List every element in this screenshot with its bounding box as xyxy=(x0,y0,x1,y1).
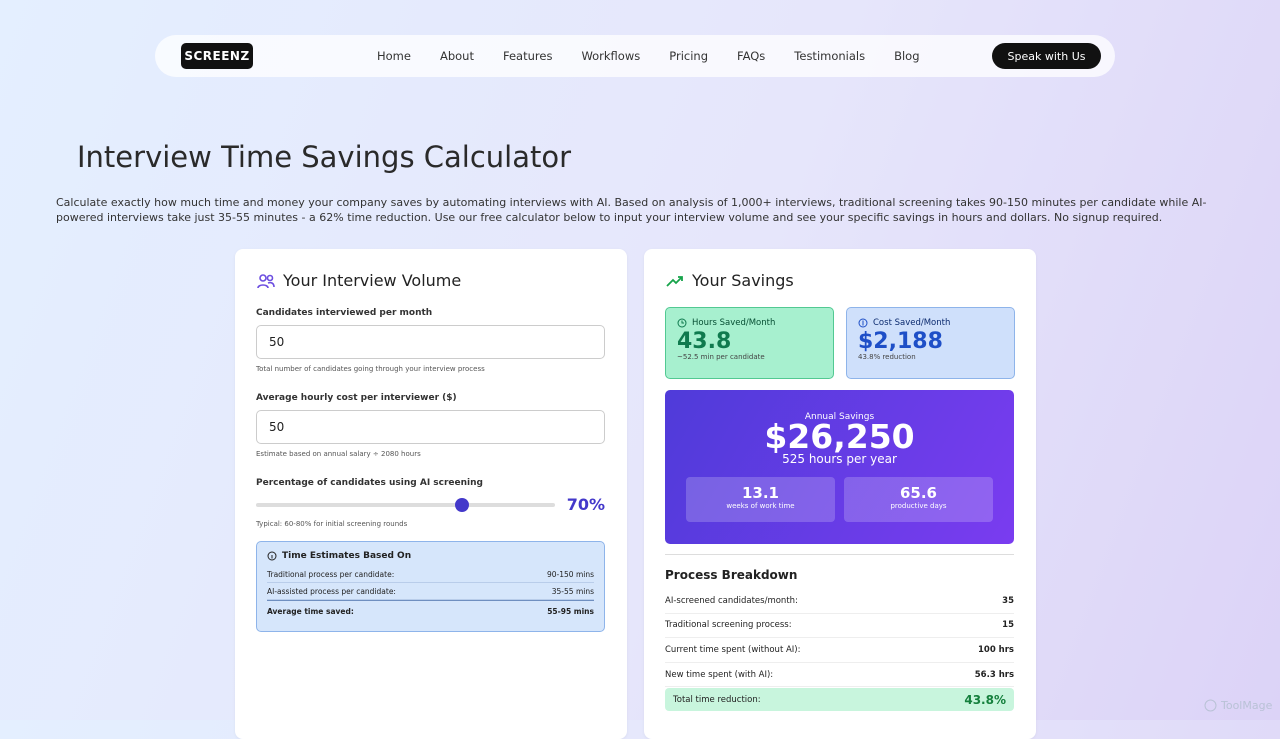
users-icon xyxy=(257,273,275,288)
estimate-row: Average time saved: 55-95 mins xyxy=(267,600,594,619)
row-value: 35-55 mins xyxy=(551,587,594,596)
clock-icon xyxy=(677,318,687,328)
stat-note: 43.8% reduction xyxy=(858,353,916,361)
volume-card: Your Interview Volume Candidates intervi… xyxy=(235,249,627,739)
nav-link[interactable]: Testimonials xyxy=(794,49,866,63)
label-text: Cost Saved/Month xyxy=(873,318,951,328)
breakdown-rows: AI-screened candidates/month: 35 Tradition… xyxy=(665,589,1014,688)
nav-link[interactable]: Pricing xyxy=(669,49,709,63)
stat-tile: 65.6 productive days xyxy=(844,477,993,522)
cost-box: Cost Saved/Month $2,188 43.8% reduction xyxy=(846,307,1015,379)
navbar: SCREENZ Home About Features Workflows Pricin… xyxy=(155,35,1115,77)
label-text: Hours Saved/Month xyxy=(692,318,776,328)
tile-value: 65.6 xyxy=(899,484,937,502)
input[interactable]: 50 xyxy=(256,410,605,444)
stat-label: Hours Saved/Month xyxy=(677,318,822,328)
breakdown-row: AI-screened candidates/month: 35 xyxy=(665,589,1014,614)
row-label: AI-assisted process per candidate: xyxy=(267,587,396,596)
annual-box: Annual Savings $26,250 525 hours per yea… xyxy=(665,390,1014,544)
nav-link[interactable]: Home xyxy=(377,49,411,63)
slider-value: 70% xyxy=(566,495,605,514)
row-value: 90-150 mins xyxy=(547,570,594,579)
hours-box: Hours Saved/Month 43.8 ~52.5 min per can… xyxy=(665,307,834,379)
estimates-title: Time Estimates Based On xyxy=(267,551,594,561)
stat-value: $2,188 xyxy=(858,329,943,354)
input[interactable]: 50 xyxy=(256,325,605,359)
tile-value: 13.1 xyxy=(741,484,779,502)
estimates-heading: Time Estimates Based On xyxy=(282,551,412,561)
nav-link[interactable]: Blog xyxy=(894,49,920,63)
help-text: Estimate based on annual salary ÷ 2080 h… xyxy=(256,450,421,458)
field-label: Percentage of candidates using AI screen… xyxy=(256,478,483,488)
slider-thumb[interactable] xyxy=(455,498,469,512)
total-row: Total time reduction: 43.8% xyxy=(665,688,1014,712)
nav-link[interactable]: FAQs xyxy=(737,49,766,63)
page-title: Interview Time Savings Calculator xyxy=(77,140,572,174)
breakdown: Process Breakdown AI-screened candidates… xyxy=(665,554,1014,712)
stat-tile: 13.1 weeks of work time xyxy=(686,477,835,522)
annual-label: Annual Savings xyxy=(804,412,875,422)
stat-note: ~52.5 min per candidate xyxy=(677,353,765,361)
breakdown-row: Current time spent (without AI): 100 hrs xyxy=(665,638,1014,663)
nav-link[interactable]: Features xyxy=(502,49,553,63)
annual-value: $26,250 xyxy=(764,417,915,456)
row-label: Traditional process per candidate: xyxy=(267,570,395,579)
breakdown-title: Process Breakdown xyxy=(665,568,798,582)
row-value: 55-95 mins xyxy=(547,607,594,616)
slider-field: Percentage of candidates using AI screen… xyxy=(256,478,605,528)
tile-label: weeks of work time xyxy=(726,502,795,510)
estimates-box: Time Estimates Based On Traditional proc… xyxy=(256,541,605,632)
row-label: Traditional screening process: xyxy=(665,620,792,631)
row-label: Current time spent (without AI): xyxy=(665,644,801,655)
card-title: Your Interview Volume xyxy=(283,271,462,290)
logo[interactable]: SCREENZ xyxy=(181,43,253,69)
description: Calculate exactly how much time and mone… xyxy=(56,196,1207,224)
tile-label: productive days xyxy=(890,502,947,510)
nav-link[interactable]: Workflows xyxy=(581,49,641,63)
stat-value: 43.8 xyxy=(677,329,732,354)
field-label: Average hourly cost per interviewer ($) xyxy=(256,393,457,403)
card-header: Your Savings xyxy=(666,271,794,290)
annual-sub: 525 hours per year xyxy=(782,452,897,466)
watermark-icon xyxy=(1204,699,1217,712)
total-value: 43.8% xyxy=(964,692,1006,707)
help-text: Typical: 60-80% for initial screening ro… xyxy=(256,520,408,528)
page: {"nav":{"logo":"SCREENZ","links":["Home"… xyxy=(0,0,1280,720)
estimates-rows: Traditional process per candidate: 90-150… xyxy=(267,566,594,619)
total-label: Total time reduction: xyxy=(673,694,761,705)
field: Candidates interviewed per month 50 Tota… xyxy=(256,308,605,373)
watermark: ToolMage xyxy=(1204,699,1272,712)
row-label: Average time saved: xyxy=(267,607,354,616)
breakdown-row: New time spent (with AI): 56.3 hrs xyxy=(665,663,1014,688)
row-value: 100 hrs xyxy=(977,644,1014,655)
card-title: Your Savings xyxy=(692,271,794,290)
dollar-icon xyxy=(858,318,868,328)
card-header: Your Interview Volume xyxy=(257,271,461,290)
slider-track[interactable] xyxy=(256,503,555,507)
breakdown-row: Traditional screening process: 15 xyxy=(665,614,1014,639)
trend-icon xyxy=(666,275,683,287)
row-label: AI-screened candidates/month: xyxy=(665,595,798,606)
estimate-row: Traditional process per candidate: 90-150… xyxy=(267,566,594,583)
info-icon xyxy=(267,551,277,561)
nav-link[interactable]: About xyxy=(439,49,474,63)
cta-button[interactable]: Speak with Us xyxy=(992,43,1101,69)
stat-label: Cost Saved/Month xyxy=(858,318,1003,328)
nav-links: Home About Features Workflows Pricing FAQs Tes… xyxy=(377,35,920,77)
row-value: 15 xyxy=(1002,620,1014,631)
row-label: New time spent (with AI): xyxy=(665,669,774,680)
row-value: 35 xyxy=(1002,595,1014,606)
estimate-row: AI-assisted process per candidate: 35-55 … xyxy=(267,583,594,600)
savings-card: Your Savings Hours Saved/Month 43.8 ~52.… xyxy=(644,249,1036,739)
watermark-text: ToolMage xyxy=(1221,699,1273,712)
page-body: SCREENZ Home About Features Workflows Pricin… xyxy=(0,0,1280,720)
slider-row: 70% xyxy=(256,493,605,517)
field: Average hourly cost per interviewer ($) … xyxy=(256,393,605,458)
row-value: 56.3 hrs xyxy=(974,669,1014,680)
field-label: Candidates interviewed per month xyxy=(256,308,433,318)
help-text: Total number of candidates going through… xyxy=(256,365,485,373)
